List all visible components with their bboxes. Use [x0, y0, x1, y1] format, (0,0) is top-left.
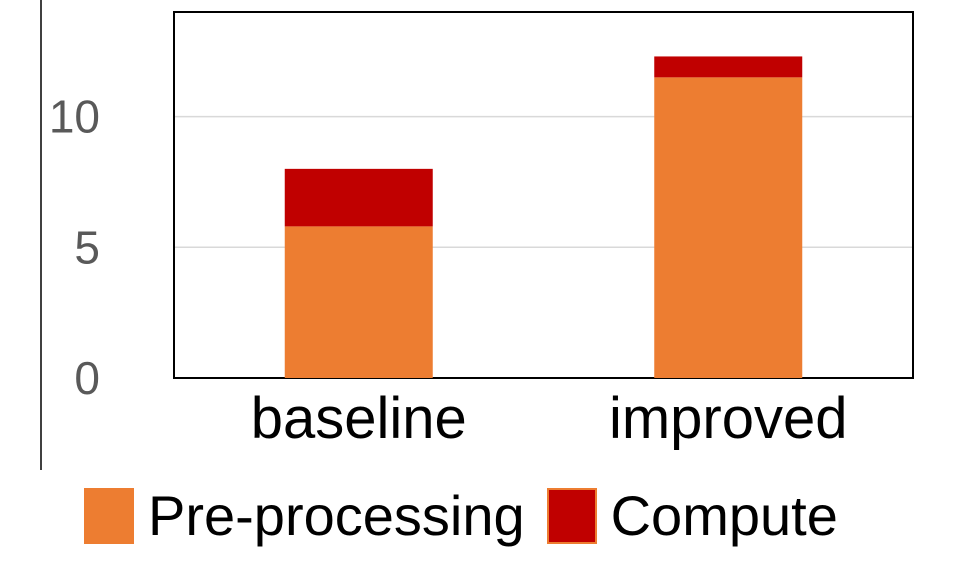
legend-label-compute: Compute	[610, 484, 838, 547]
x-category-label-improved: improved	[609, 386, 848, 451]
bar-compute-improved	[654, 56, 803, 78]
legend: Pre-processing Compute	[84, 488, 860, 544]
legend-item-pre-processing: Pre-processing	[84, 488, 525, 544]
legend-swatch-pre-processing	[84, 488, 134, 544]
legend-item-compute: Compute	[546, 484, 838, 547]
y-tick-label-5: 5	[74, 221, 100, 273]
y-tick-label-0: 0	[74, 352, 100, 404]
bar-pre-processing-improved	[654, 77, 803, 378]
plot-area-border	[173, 11, 914, 379]
legend-swatch-compute	[546, 488, 597, 544]
bar-pre-processing-baseline	[284, 226, 433, 378]
y-tick-label-10: 10	[49, 91, 100, 143]
legend-label-pre-processing: Pre-processing	[148, 484, 525, 547]
bar-compute-baseline	[284, 168, 433, 227]
x-category-label-baseline: baseline	[251, 386, 467, 451]
stacked-bar-chart: 0 5 10 baseline improved	[40, 0, 914, 470]
